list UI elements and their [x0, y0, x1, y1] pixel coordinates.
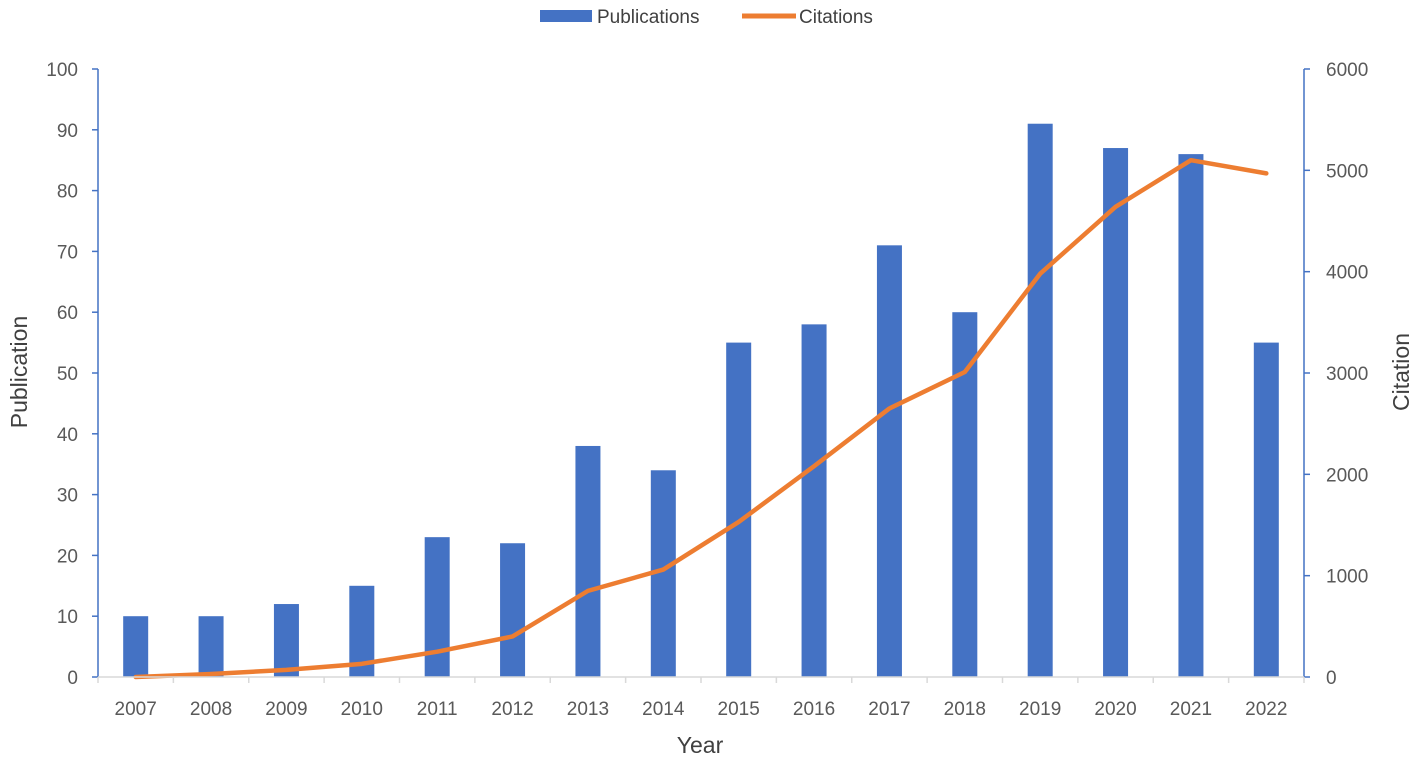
line-series: [133, 157, 1269, 680]
legend-label-publications: Publications: [597, 7, 699, 28]
bar-2018: [952, 312, 978, 677]
right-tick-label: 0: [1326, 668, 1337, 689]
right-tick-label: 3000: [1326, 364, 1368, 385]
x-tick-label: 2008: [190, 699, 232, 720]
right-tick-label: 5000: [1326, 161, 1368, 182]
left-axis-ticks: 0 10 20 30 40 50 60 70 80 90 100: [46, 60, 98, 689]
left-tick-label: 20: [57, 546, 78, 567]
citations-line: [133, 157, 1269, 680]
bar-2008: [198, 616, 224, 677]
bar-2017: [876, 245, 902, 677]
legend-swatch-publications: [540, 10, 592, 22]
bar-2015: [726, 342, 752, 677]
x-tick-label: 2020: [1094, 699, 1136, 720]
y-axis-title: Publication: [6, 316, 32, 429]
x-tick-label: 2021: [1170, 699, 1212, 720]
left-tick-label: 50: [57, 364, 78, 385]
bar-2009: [273, 604, 299, 677]
bar-2013: [575, 445, 601, 677]
x-tick-label: 2017: [868, 699, 910, 720]
legend-label-citations: Citations: [799, 7, 873, 28]
x-tick-label: 2018: [944, 699, 986, 720]
right-tick-label: 1000: [1326, 567, 1368, 588]
x-tick-label: 2014: [642, 699, 685, 720]
left-tick-label: 40: [57, 425, 78, 446]
x-tick-label: 2010: [341, 699, 383, 720]
x-tick-label: 2022: [1245, 699, 1287, 720]
x-axis-title: Year: [677, 732, 724, 758]
x-axis-ticks: 2007 2008 2009 2010 2011 2012 2013 2014 2015 2016…: [97, 677, 1305, 720]
left-tick-label: 10: [57, 607, 78, 628]
bar-2020: [1103, 148, 1129, 678]
bar-2019: [1027, 123, 1053, 678]
left-tick-label: 80: [57, 182, 78, 203]
x-tick-label: 2011: [417, 699, 458, 720]
bar-series: [123, 123, 1279, 678]
x-tick-label: 2012: [491, 699, 533, 720]
left-tick-label: 0: [67, 668, 78, 689]
x-tick-label: 2009: [265, 699, 307, 720]
left-tick-label: 100: [46, 60, 78, 81]
x-tick-label: 2016: [793, 699, 835, 720]
right-tick-label: 4000: [1326, 263, 1368, 284]
legend: Publications Citations: [540, 7, 873, 28]
left-tick-label: 60: [57, 303, 78, 324]
x-tick-label: 2007: [115, 699, 157, 720]
left-tick-label: 30: [57, 486, 78, 507]
bar-2012: [500, 543, 526, 677]
bar-2022: [1253, 342, 1279, 677]
bar-2007: [123, 616, 149, 677]
right-tick-label: 2000: [1326, 465, 1368, 486]
x-tick-label: 2013: [567, 699, 609, 720]
x-tick-label: 2019: [1019, 699, 1061, 720]
x-tick-label: 2015: [718, 699, 760, 720]
bar-2021: [1178, 154, 1204, 677]
left-tick-label: 70: [57, 242, 78, 263]
y2-axis-title: Citation: [1388, 333, 1414, 411]
bar-2016: [801, 324, 827, 677]
bar-2011: [424, 537, 450, 677]
left-tick-label: 90: [57, 121, 78, 142]
right-axis-ticks: 0 1000 2000 3000 4000 5000 6000: [1304, 60, 1368, 689]
right-tick-label: 6000: [1326, 60, 1368, 81]
